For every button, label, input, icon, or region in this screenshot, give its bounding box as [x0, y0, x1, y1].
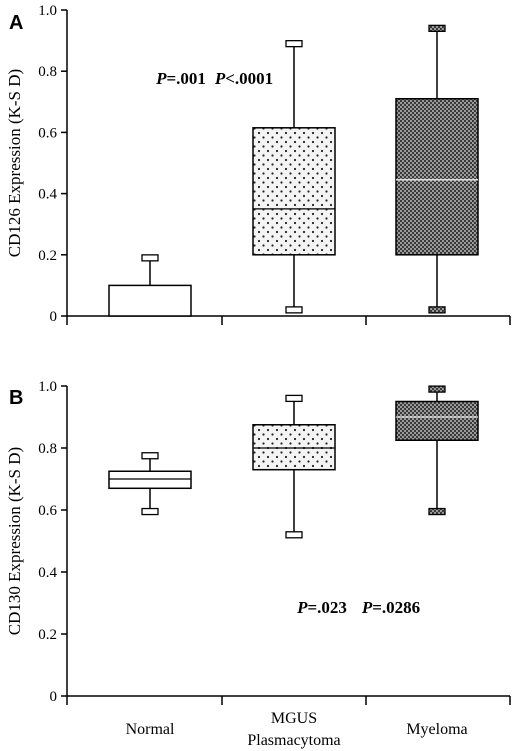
category-label-line: Normal: [126, 721, 175, 738]
whisker-cap-min: [141, 507, 159, 516]
box-iqr: [395, 97, 479, 256]
category-label: Normal: [126, 721, 175, 738]
y-tick-label: 0.2: [38, 248, 57, 264]
p-value-annotation: P=.001: [155, 69, 206, 88]
box-myeloma: [395, 385, 479, 516]
y-tick-label: 0: [50, 689, 58, 705]
box-iqr: [108, 284, 192, 317]
box-normal: [108, 254, 192, 317]
p-value-annotation: P=.023: [296, 598, 347, 617]
whisker-cap-max: [428, 385, 446, 393]
category-label-line: MGUS: [271, 710, 317, 727]
whisker-cap-max: [141, 254, 159, 262]
y-tick-label: 0.4: [38, 565, 57, 581]
y-tick-label: 0.6: [38, 503, 57, 519]
category-label: MGUS Plasmacytoma: [247, 710, 340, 749]
whisker-cap-max: [285, 40, 303, 48]
panel-a: A 0 0.2 0.4 0.6 0.8 1.0 CD126 Expression (K-S D…: [5, 3, 511, 325]
category-label-line: Myeloma: [406, 721, 467, 738]
p-value-symbol: P: [214, 69, 226, 88]
category-label-line: Plasmacytoma: [247, 732, 340, 749]
p-value-annotation: P=.0286: [361, 598, 420, 617]
y-axis-title: CD126 Expression (K-S D): [5, 69, 24, 257]
p-value-number: <.0001: [225, 69, 273, 88]
whisker-cap-min: [428, 507, 446, 516]
whisker-cap-min: [285, 531, 303, 539]
p-value-number: =.023: [307, 598, 346, 617]
whisker-cap-min: [285, 306, 303, 314]
box-mgus-plasmacytoma: [252, 394, 336, 539]
box-normal: [108, 452, 192, 516]
whisker-cap-max: [428, 24, 446, 33]
y-tick-label: 0.8: [38, 441, 57, 457]
p-value-symbol: P: [155, 69, 167, 88]
whisker-cap-max: [141, 452, 159, 460]
p-value-number: =.001: [166, 69, 205, 88]
category-label: Myeloma: [406, 721, 467, 738]
box-myeloma: [395, 24, 479, 314]
p-value-symbol: P: [361, 598, 373, 617]
box-iqr: [252, 127, 336, 256]
box-iqr: [252, 424, 336, 471]
box-iqr: [108, 470, 192, 490]
p-value-number: =.0286: [372, 598, 420, 617]
y-tick-label: 0.2: [38, 627, 57, 643]
y-tick-label: 1.0: [38, 3, 57, 19]
panel-b: B 0 0.2 0.4 0.6 0.8 1.0 CD130 Expression (K-S D…: [5, 379, 511, 705]
y-tick-label: 1.0: [38, 379, 57, 395]
p-value-symbol: P: [296, 598, 308, 617]
whisker-cap-min: [428, 306, 446, 314]
y-tick-label: 0.8: [38, 64, 57, 80]
whisker-cap-max: [285, 394, 303, 403]
y-axis-title: CD130 Expression (K-S D): [5, 447, 24, 635]
panel-letter: B: [9, 387, 23, 409]
p-value-annotation: P<.0001: [214, 69, 273, 88]
y-tick-label: 0.6: [38, 125, 57, 141]
y-tick-label: 0: [50, 309, 58, 325]
box-iqr: [395, 400, 479, 441]
box-mgus-plasmacytoma: [252, 40, 336, 314]
y-tick-label: 0.4: [38, 187, 57, 203]
panel-letter: A: [9, 12, 23, 34]
